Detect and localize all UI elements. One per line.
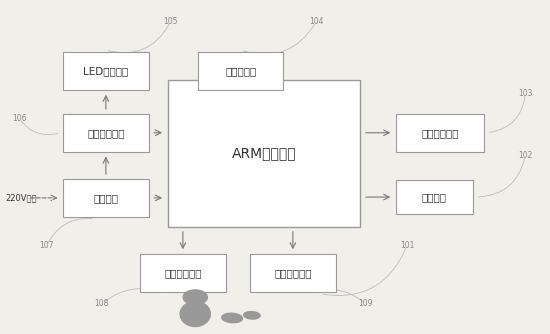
Ellipse shape [244, 312, 260, 319]
Text: 蓝牙通讯模块: 蓝牙通讯模块 [164, 268, 202, 278]
Text: 220V市电: 220V市电 [6, 193, 37, 202]
Text: 时钟模块: 时钟模块 [422, 192, 447, 202]
Text: 电源模块: 电源模块 [94, 193, 118, 203]
FancyBboxPatch shape [250, 254, 336, 292]
Ellipse shape [180, 301, 210, 327]
Text: 106: 106 [12, 114, 26, 123]
Text: 109: 109 [359, 300, 373, 308]
Text: 103: 103 [518, 89, 532, 98]
Text: 108: 108 [95, 300, 109, 308]
Text: 107: 107 [40, 241, 54, 250]
FancyBboxPatch shape [140, 254, 226, 292]
Text: ARM控制模块: ARM控制模块 [232, 147, 296, 161]
Text: 104: 104 [309, 17, 323, 26]
FancyBboxPatch shape [63, 179, 148, 217]
FancyBboxPatch shape [63, 52, 148, 90]
Text: 101: 101 [400, 241, 414, 250]
FancyBboxPatch shape [198, 52, 283, 90]
Circle shape [183, 290, 207, 305]
Text: 紫外线模块: 紫外线模块 [225, 66, 256, 76]
Text: 音频输出模块: 音频输出模块 [274, 268, 312, 278]
Text: LED陣列模块: LED陣列模块 [83, 66, 129, 76]
Ellipse shape [222, 313, 243, 323]
FancyBboxPatch shape [396, 114, 484, 152]
FancyBboxPatch shape [63, 114, 148, 152]
Text: 光强测量模块: 光强测量模块 [421, 128, 459, 138]
Text: 调光驱动模块: 调光驱动模块 [87, 128, 125, 138]
FancyBboxPatch shape [396, 180, 473, 214]
Text: 102: 102 [518, 151, 532, 160]
Text: 105: 105 [163, 17, 178, 26]
FancyBboxPatch shape [168, 80, 360, 227]
